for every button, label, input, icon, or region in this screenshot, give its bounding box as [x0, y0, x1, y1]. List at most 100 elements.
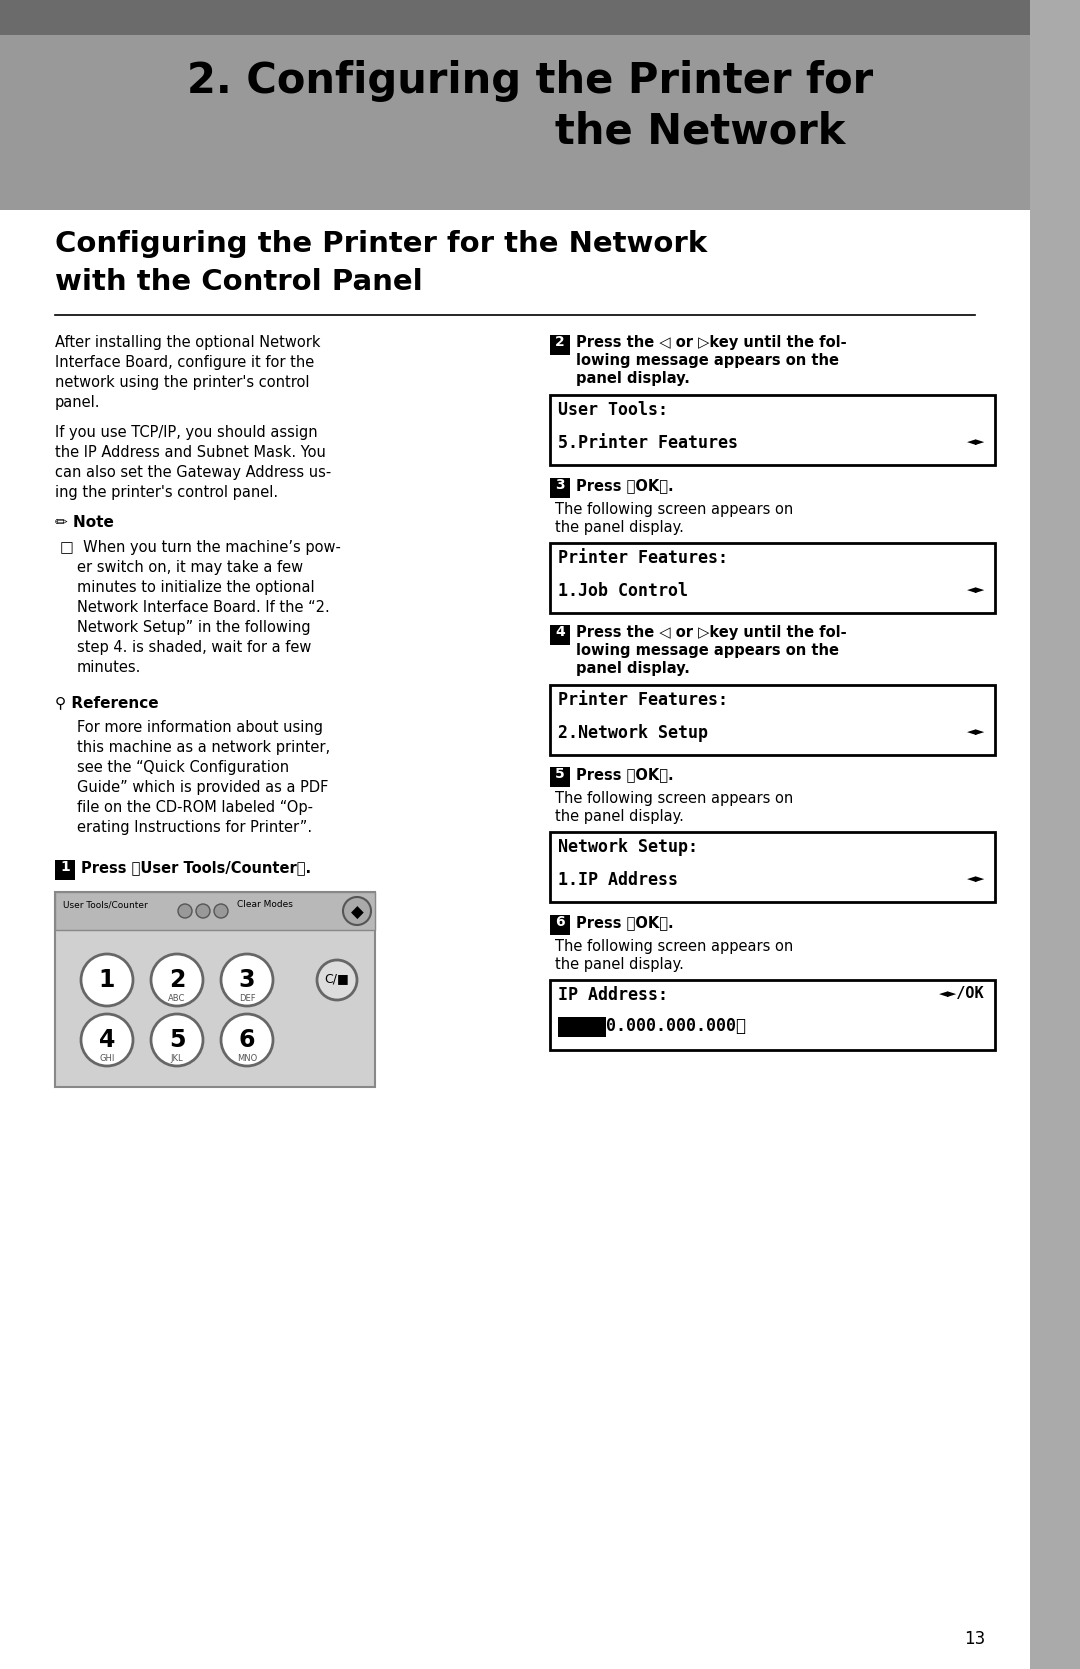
- Circle shape: [221, 1015, 273, 1066]
- Text: If you use TCP/IP, you should assign: If you use TCP/IP, you should assign: [55, 426, 318, 441]
- Bar: [558, 1016, 573, 1036]
- Bar: [550, 768, 570, 788]
- Text: panel display.: panel display.: [576, 661, 690, 676]
- Text: this machine as a network printer,: this machine as a network printer,: [77, 739, 330, 754]
- Circle shape: [343, 896, 372, 925]
- Text: with the Control Panel: with the Control Panel: [55, 269, 422, 295]
- Text: The following screen appears on: The following screen appears on: [555, 791, 793, 806]
- Text: For more information about using: For more information about using: [77, 719, 323, 734]
- Text: MNO: MNO: [237, 1055, 257, 1063]
- Text: 0.000.000.000】: 0.000.000.000】: [606, 1016, 746, 1035]
- Text: ◄►: ◄►: [967, 871, 985, 886]
- Text: 2: 2: [168, 968, 185, 991]
- Text: 2: 2: [555, 335, 565, 349]
- Bar: [550, 335, 570, 355]
- Circle shape: [81, 1015, 133, 1066]
- Text: 1: 1: [60, 860, 70, 875]
- Text: Press 【User Tools/Counter】.: Press 【User Tools/Counter】.: [81, 860, 311, 875]
- Text: Interface Board, configure it for the: Interface Board, configure it for the: [55, 355, 314, 371]
- Text: 4: 4: [555, 624, 565, 639]
- Circle shape: [195, 905, 210, 918]
- Bar: [550, 915, 570, 935]
- Bar: [550, 624, 570, 644]
- Text: DEF: DEF: [239, 995, 255, 1003]
- Text: 3: 3: [555, 477, 565, 492]
- Bar: [0, 35, 1030, 210]
- Bar: [1030, 0, 1080, 1669]
- Text: ◄►/OK: ◄►/OK: [940, 986, 985, 1001]
- Text: 1.IP Address: 1.IP Address: [558, 871, 678, 890]
- Text: er switch on, it may take a few: er switch on, it may take a few: [77, 561, 303, 576]
- Text: 1.Job Control: 1.Job Control: [558, 582, 688, 599]
- Text: see the “Quick Configuration: see the “Quick Configuration: [77, 759, 289, 774]
- Text: Press 【OK】.: Press 【OK】.: [576, 915, 674, 930]
- Text: ◆: ◆: [351, 905, 363, 921]
- Bar: [550, 833, 995, 901]
- Text: the IP Address and Subnet Mask. You: the IP Address and Subnet Mask. You: [55, 446, 326, 461]
- Text: Printer Features:: Printer Features:: [558, 549, 728, 567]
- Text: 3: 3: [239, 968, 255, 991]
- Text: panel.: panel.: [55, 396, 100, 411]
- Text: the Network: the Network: [555, 110, 846, 152]
- Text: step 4. is shaded, wait for a few: step 4. is shaded, wait for a few: [77, 639, 311, 654]
- Text: ◄►: ◄►: [967, 434, 985, 449]
- Text: 5.Printer Features: 5.Printer Features: [558, 434, 738, 452]
- Text: lowing message appears on the: lowing message appears on the: [576, 643, 839, 658]
- Text: panel display.: panel display.: [576, 371, 690, 386]
- Text: 4: 4: [98, 1028, 116, 1051]
- Text: Press the ◁ or ▷key until the fol-: Press the ◁ or ▷key until the fol-: [576, 624, 847, 639]
- Text: ◄►: ◄►: [967, 724, 985, 739]
- Text: ing the printer's control panel.: ing the printer's control panel.: [55, 486, 279, 501]
- Text: 5: 5: [168, 1028, 186, 1051]
- Text: ✏ Note: ✏ Note: [55, 516, 113, 531]
- Text: After installing the optional Network: After installing the optional Network: [55, 335, 321, 350]
- Text: Network Interface Board. If the “2.: Network Interface Board. If the “2.: [77, 599, 329, 614]
- Text: erating Instructions for Printer”.: erating Instructions for Printer”.: [77, 819, 312, 834]
- Text: 1: 1: [98, 968, 116, 991]
- Text: Configuring the Printer for the Network: Configuring the Printer for the Network: [55, 230, 707, 259]
- Text: GHI: GHI: [99, 1055, 114, 1063]
- Bar: [0, 210, 1030, 1669]
- Text: ABC: ABC: [168, 995, 186, 1003]
- Text: Press 【OK】.: Press 【OK】.: [576, 768, 674, 783]
- Text: 13: 13: [963, 1631, 985, 1647]
- Text: The following screen appears on: The following screen appears on: [555, 940, 793, 955]
- Text: the panel display.: the panel display.: [555, 809, 684, 824]
- Bar: [55, 860, 75, 880]
- Text: User Tools/Counter: User Tools/Counter: [63, 900, 148, 910]
- Circle shape: [178, 905, 192, 918]
- Text: Network Setup:: Network Setup:: [558, 838, 698, 856]
- Text: □  When you turn the machine’s pow-: □ When you turn the machine’s pow-: [60, 541, 341, 556]
- Bar: [550, 396, 995, 466]
- Text: the panel display.: the panel display.: [555, 956, 684, 971]
- Text: can also set the Gateway Address us-: can also set the Gateway Address us-: [55, 466, 332, 481]
- Bar: [55, 891, 375, 1087]
- Text: 6: 6: [555, 915, 565, 930]
- Text: Guide” which is provided as a PDF: Guide” which is provided as a PDF: [77, 779, 328, 794]
- Text: IP Address:: IP Address:: [558, 986, 669, 1005]
- Circle shape: [318, 960, 357, 1000]
- Text: Clear Modes: Clear Modes: [237, 900, 293, 910]
- Text: 5: 5: [555, 768, 565, 781]
- Text: Press the ◁ or ▷key until the fol-: Press the ◁ or ▷key until the fol-: [576, 335, 847, 350]
- Text: ◄►: ◄►: [967, 582, 985, 598]
- Text: Printer Features:: Printer Features:: [558, 691, 728, 709]
- Text: file on the CD-ROM labeled “Op-: file on the CD-ROM labeled “Op-: [77, 799, 313, 814]
- Text: lowing message appears on the: lowing message appears on the: [576, 354, 839, 367]
- Text: minutes.: minutes.: [77, 659, 141, 674]
- Bar: [550, 684, 995, 754]
- Circle shape: [151, 1015, 203, 1066]
- Text: 6: 6: [239, 1028, 255, 1051]
- Circle shape: [81, 955, 133, 1006]
- Bar: [55, 891, 375, 930]
- Text: Press 【OK】.: Press 【OK】.: [576, 477, 674, 492]
- Circle shape: [214, 905, 228, 918]
- Text: 2. Configuring the Printer for: 2. Configuring the Printer for: [187, 60, 873, 102]
- Text: User Tools:: User Tools:: [558, 401, 669, 419]
- Bar: [550, 980, 995, 1050]
- Text: The following screen appears on: The following screen appears on: [555, 502, 793, 517]
- Text: the panel display.: the panel display.: [555, 521, 684, 536]
- Bar: [573, 1016, 590, 1036]
- Bar: [590, 1016, 606, 1036]
- Circle shape: [151, 955, 203, 1006]
